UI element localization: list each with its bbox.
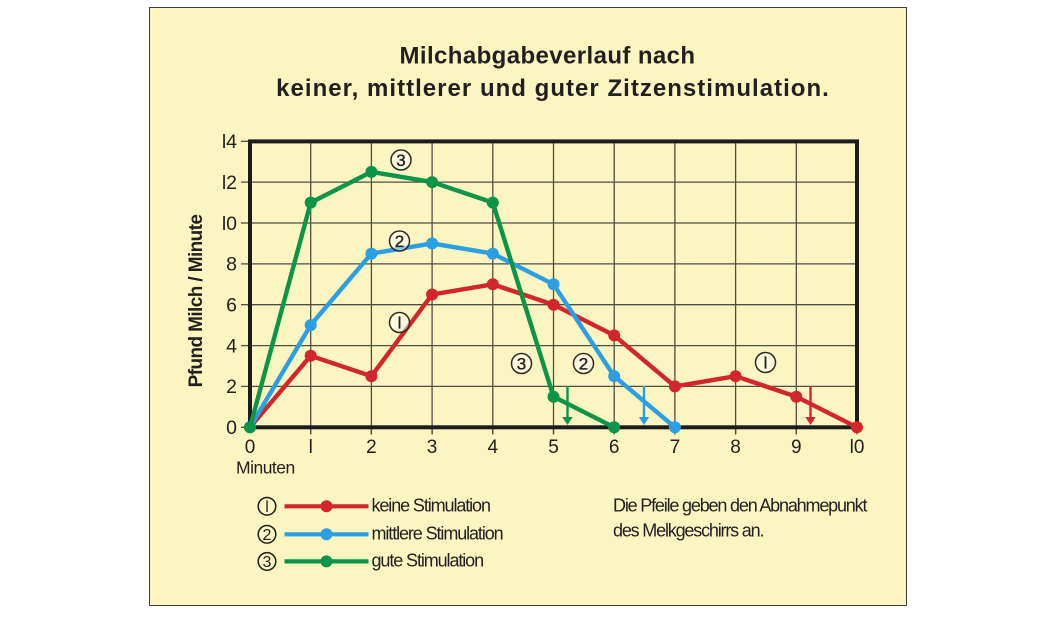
svg-text:8: 8	[226, 254, 237, 276]
svg-text:8: 8	[730, 437, 741, 458]
svg-text:9: 9	[791, 437, 802, 458]
svg-text:l0: l0	[850, 437, 865, 458]
svg-text:Die Pfeile geben den Abnahmepu: Die Pfeile geben den Abnahmepunkt	[613, 495, 867, 515]
svg-text:mittlere Stimulation: mittlere Stimulation	[372, 524, 503, 544]
svg-text:l4: l4	[222, 131, 237, 153]
svg-text:2: 2	[395, 232, 404, 251]
svg-text:5: 5	[548, 437, 559, 458]
svg-text:Milchabgabeverlauf nach: Milchabgabeverlauf nach	[400, 43, 696, 70]
svg-text:l: l	[265, 499, 269, 516]
svg-text:7: 7	[670, 437, 681, 458]
svg-text:3: 3	[427, 437, 438, 458]
svg-text:2: 2	[263, 527, 272, 544]
svg-text:l2: l2	[222, 172, 237, 194]
svg-text:Minuten: Minuten	[236, 458, 295, 478]
svg-text:2: 2	[579, 355, 588, 374]
svg-text:Pfund Milch / Minute: Pfund Milch / Minute	[186, 215, 207, 388]
svg-text:2: 2	[226, 376, 237, 398]
svg-text:keine Stimulation: keine Stimulation	[372, 496, 490, 516]
svg-text:4: 4	[488, 437, 499, 458]
svg-text:gute Stimulation: gute Stimulation	[372, 551, 484, 571]
svg-text:6: 6	[609, 437, 620, 458]
svg-text:l0: l0	[222, 213, 237, 235]
svg-text:l: l	[309, 437, 313, 458]
svg-text:3: 3	[517, 355, 526, 374]
svg-text:keiner, mittlerer und guter Zi: keiner, mittlerer und guter Zitzenstimul…	[276, 75, 830, 102]
svg-text:2: 2	[366, 437, 377, 458]
svg-text:3: 3	[396, 151, 405, 170]
svg-text:3: 3	[263, 554, 272, 571]
svg-text:4: 4	[226, 335, 237, 357]
svg-text:des Melkgeschirrs an.: des Melkgeschirrs an.	[613, 520, 763, 540]
svg-text:0: 0	[226, 417, 237, 439]
svg-text:0: 0	[245, 437, 256, 458]
svg-text:l: l	[398, 314, 402, 333]
svg-text:l: l	[764, 354, 768, 373]
svg-text:6: 6	[226, 295, 237, 317]
